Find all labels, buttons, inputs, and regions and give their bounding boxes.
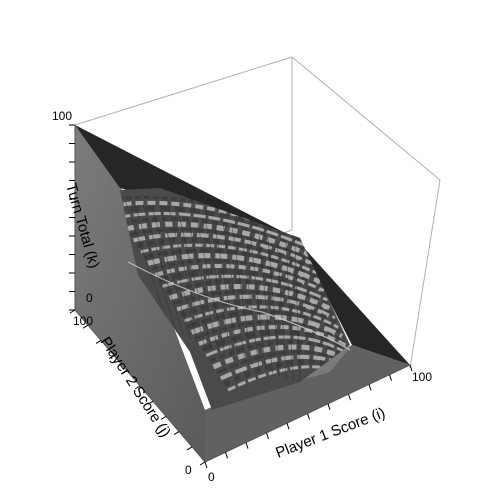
surface-stripe [140,243,317,275]
y-tick [147,400,154,405]
surface-stripe [205,335,350,357]
surface-stripe [162,274,328,302]
surface-stripe [201,329,349,353]
surface-ripple [222,225,246,362]
surface-stripe [136,237,316,271]
surface-stripe [176,294,336,321]
surface-ripple [258,235,274,374]
solid-volume [75,125,410,462]
y-tick [173,431,180,436]
x-tick [266,432,269,440]
surface-ripple [285,242,294,383]
surface-stripe [169,284,333,312]
box-edge [291,56,441,181]
surface-ripple [213,223,239,360]
y-tick [69,309,76,314]
front-face [205,345,410,462]
y-tick [121,370,128,375]
surface-texture [120,195,350,392]
surface-stripe [194,320,345,343]
surface-ripple [187,216,219,351]
surface-stripe [216,350,350,375]
box-edge [74,56,293,126]
surface-stripe [129,227,312,261]
surface-stripe [179,299,338,326]
surface-ripple [249,233,267,371]
y-tick [95,339,102,344]
z-tick-min: 0 [86,291,93,305]
y-tick [186,446,193,451]
surface-stripe [151,259,323,288]
surface-ripple [160,209,198,342]
surface-ripple [178,214,212,348]
surface-stripe [158,268,327,298]
surface-stripe [154,263,325,293]
x-tick [409,364,413,372]
x-tick [204,461,208,469]
box-edge [409,179,441,369]
surface-ripple [231,228,253,365]
surface-stripe [147,253,322,285]
surface-stripe [165,279,330,307]
x-tick [327,403,331,410]
surface-ripple [276,240,287,380]
surface-stripe [120,200,303,239]
surface-stripe [183,305,339,329]
y-tick-min: 0 [185,463,192,477]
surface-ripple [142,204,185,336]
surface-ridge [127,261,351,351]
surface-stripe [125,221,311,258]
surface-stripe [187,309,341,334]
surface-stripe [122,216,309,253]
surface-stripe [198,325,347,348]
x-tick [245,442,249,449]
y-tick-max: 100 [73,314,93,328]
x-tick [307,413,310,420]
surface-stripe [223,359,350,387]
surface-stripe [120,205,305,244]
surface-stripe [120,212,307,248]
y-tick [199,461,206,466]
surface-stripe [143,248,320,280]
y-tick [82,324,89,329]
x-tick [225,452,228,459]
tick-marks [69,124,413,469]
surface-stripe [172,290,334,316]
surface-stripe [190,314,344,339]
y-tick [160,415,167,420]
x-tick [389,374,392,381]
surface-ripple [133,202,178,334]
top-face [75,125,410,365]
surface-ripple [151,206,192,339]
surface-stripe [209,340,350,364]
surface-stripe [133,232,314,266]
x-tick [286,423,290,430]
surface-ripple [169,211,205,345]
y-tick [134,385,141,390]
y-tick [108,355,115,360]
surface-ripple [294,244,301,386]
surface-ripple [240,230,260,368]
surface-ripple [196,218,226,354]
x-tick [368,384,372,391]
surface-ripple [267,237,280,377]
x-tick [348,393,351,401]
surface-ripple [124,199,171,331]
surface-ripple [205,221,233,357]
z-tick-max: 100 [52,109,72,123]
surface-stripe [120,195,301,234]
left-face [75,125,205,462]
x-tick-min: 0 [208,470,215,484]
x-tick-max: 100 [412,370,432,384]
